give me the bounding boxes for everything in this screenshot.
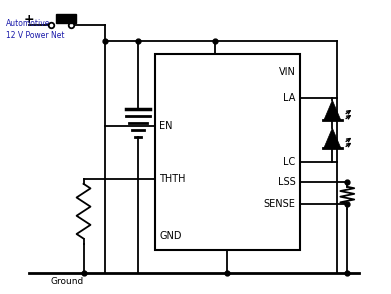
- Text: LSS: LSS: [278, 177, 296, 187]
- Text: SENSE: SENSE: [264, 199, 296, 209]
- Text: Automotive
12 V Power Net: Automotive 12 V Power Net: [6, 19, 65, 40]
- Polygon shape: [324, 128, 341, 148]
- Text: THTH: THTH: [159, 174, 186, 184]
- Text: LC: LC: [283, 157, 296, 167]
- Text: EN: EN: [159, 121, 173, 131]
- Bar: [155, 54, 300, 250]
- Text: GND: GND: [159, 230, 182, 240]
- Text: VIN: VIN: [279, 67, 296, 77]
- Text: +: +: [23, 13, 34, 26]
- Polygon shape: [324, 100, 341, 120]
- Text: Ground: Ground: [51, 277, 84, 286]
- Bar: [56, 14, 75, 23]
- Text: LA: LA: [283, 93, 296, 103]
